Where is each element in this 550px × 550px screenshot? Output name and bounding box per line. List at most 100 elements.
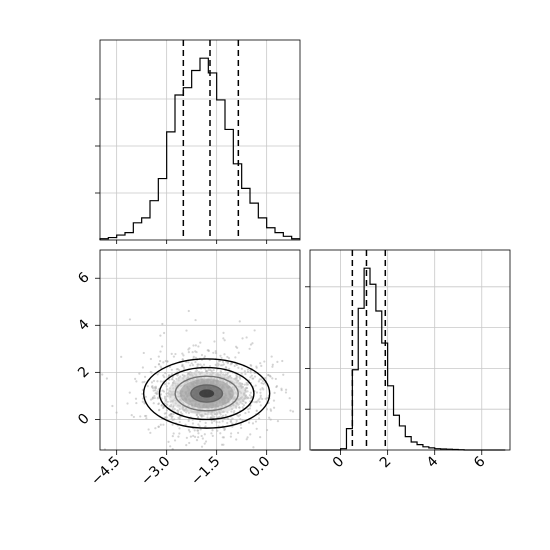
scatter-point	[201, 437, 204, 440]
scatter-point	[257, 417, 261, 420]
scatter-point	[191, 422, 195, 425]
scatter-point	[182, 354, 185, 357]
scatter-point	[276, 360, 279, 363]
scatter-point	[135, 380, 138, 383]
scatter-point	[187, 351, 190, 354]
scatter-point	[224, 414, 227, 417]
scatter-point	[260, 378, 263, 381]
density-fill-3	[199, 389, 215, 398]
scatter-point	[267, 373, 270, 377]
ytick-label-0: 0	[75, 411, 93, 429]
scatter-point	[191, 351, 194, 354]
scatter-point	[192, 434, 195, 437]
scatter-point	[145, 417, 148, 420]
scatter-point	[156, 397, 159, 400]
scatter-point	[250, 374, 253, 377]
scatter-point	[253, 371, 256, 374]
xtick-label-2: 4	[424, 453, 442, 471]
scatter-point	[230, 432, 233, 435]
scatter-point	[259, 394, 262, 397]
scatter-point	[178, 427, 181, 430]
scatter-point	[246, 390, 249, 393]
scatter-point	[174, 352, 177, 356]
scatter-point	[266, 428, 269, 432]
scatter-point	[222, 443, 225, 446]
scatter-point	[179, 411, 183, 414]
scatter-point	[268, 374, 272, 377]
scatter-frame	[99, 249, 301, 451]
scatter-point	[274, 377, 277, 381]
scatter-point	[162, 361, 165, 364]
scatter-point	[170, 352, 173, 355]
scatter-point	[172, 412, 175, 416]
scatter-point	[216, 429, 219, 432]
scatter-point	[255, 365, 258, 368]
scatter-point	[249, 369, 252, 372]
scatter-point	[188, 430, 191, 433]
scatter-point	[105, 377, 108, 380]
scatter-point	[166, 400, 169, 403]
scatter-point	[165, 392, 168, 395]
scatter-point	[255, 391, 259, 394]
ytick-label-2: 4	[75, 316, 93, 334]
scatter-point	[160, 404, 163, 407]
scatter-point	[138, 372, 141, 375]
scatter-point	[221, 420, 224, 423]
scatter-point	[259, 404, 262, 407]
scatter-point	[221, 436, 224, 439]
scatter-point	[159, 380, 162, 383]
scatter-point	[157, 402, 160, 406]
scatter-point	[282, 373, 285, 376]
scatter-point	[139, 415, 142, 418]
scatter-point	[239, 418, 242, 421]
scatter-point	[161, 345, 164, 348]
scatter-point	[146, 385, 149, 388]
scatter-point	[132, 415, 135, 419]
scatter-point	[182, 366, 185, 369]
scatter-point	[210, 369, 213, 373]
scatter-point	[271, 365, 274, 368]
scatter-point	[194, 356, 197, 359]
scatter-point	[234, 345, 238, 348]
scatter-point	[168, 378, 171, 381]
scatter-point	[192, 355, 195, 358]
scatter-point	[248, 407, 252, 410]
scatter-point	[230, 410, 233, 413]
scatter-point	[238, 320, 241, 323]
scatter-point	[188, 372, 191, 375]
scatter-point	[272, 406, 276, 409]
scatter-point	[255, 401, 258, 404]
scatter-point	[198, 425, 201, 428]
scatter-point	[181, 373, 184, 377]
scatter-point	[203, 442, 206, 445]
xtick-label-0: 0	[330, 454, 348, 472]
scatter-point	[212, 369, 215, 372]
scatter-point	[169, 445, 172, 448]
scatter-point	[212, 419, 216, 422]
scatter-point	[229, 435, 232, 438]
scatter-point	[241, 402, 244, 405]
scatter-point	[173, 407, 176, 411]
scatter-point	[237, 351, 240, 354]
scatter-point	[271, 377, 274, 380]
scatter-point	[241, 419, 244, 422]
scatter-point	[258, 378, 261, 381]
scatter-point	[163, 402, 166, 405]
scatter-point	[213, 415, 216, 418]
scatter-point	[199, 428, 202, 431]
scatter-point	[197, 423, 200, 426]
scatter-point	[164, 371, 167, 375]
scatter-point	[170, 417, 173, 420]
scatter-point	[243, 383, 246, 386]
histogram-x-panel	[95, 39, 301, 244]
scatter-point	[156, 380, 159, 383]
scatter-point	[199, 341, 202, 344]
scatter-point	[143, 380, 146, 383]
scatter-point	[259, 396, 262, 399]
scatter-point	[235, 419, 238, 422]
scatter-point	[154, 427, 157, 430]
scatter-point	[192, 344, 195, 347]
scatter-point	[231, 422, 234, 425]
scatter-point	[126, 402, 129, 405]
xtick-label-1: 2	[377, 454, 395, 472]
